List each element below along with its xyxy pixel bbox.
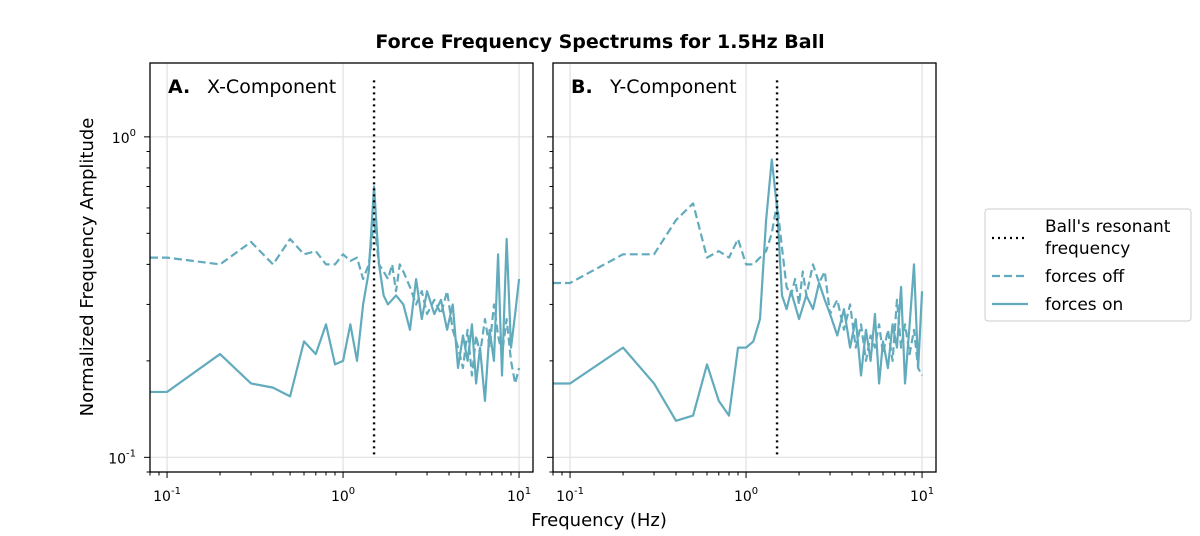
legend-item-forces-off: forces off: [992, 267, 1125, 287]
x-tick-label-a-0: 10-1: [153, 486, 181, 505]
legend-item-forces-on: forces on: [992, 295, 1123, 315]
panel-b: 10-1 100 101 B. Y-Component: [547, 62, 937, 505]
legend-label-resonant-line2: frequency: [1045, 239, 1130, 259]
chart-title: Force Frequency Spectrums for 1.5Hz Ball: [375, 31, 824, 53]
plot-frame-b: [552, 62, 937, 473]
plot-frame-a: [149, 62, 534, 473]
x-tick-label-b-1: 100: [734, 486, 758, 505]
series-a-forces-on: [150, 185, 521, 402]
y-tick-label-1: 10-1: [108, 448, 136, 467]
panel-subtitle-a: X-Component: [207, 76, 336, 98]
y-axis-label: Normalized Frequency Amplitude: [77, 118, 98, 417]
x-tick-label-b-0: 10-1: [556, 486, 584, 505]
x-tick-label-a-1: 100: [331, 486, 355, 505]
legend-item-resonant: Ball's resonant frequency: [992, 217, 1171, 259]
legend: Ball's resonant frequency forces off for…: [984, 208, 1192, 322]
panel-subtitle-b: Y-Component: [609, 76, 737, 98]
legend-label-forces-off: forces off: [1045, 267, 1125, 287]
x-tick-label-a-2: 101: [507, 486, 531, 505]
legend-label-forces-on: forces on: [1045, 295, 1123, 315]
legend-label-resonant-line1: Ball's resonant: [1045, 217, 1171, 237]
y-tick-label-0: 100: [112, 128, 136, 147]
series-b-forces-on: [553, 158, 924, 422]
x-axis-label: Frequency (Hz): [531, 510, 667, 531]
x-tick-label-b-2: 101: [910, 486, 934, 505]
panel-letter-b: B.: [571, 76, 593, 98]
legend-frame: [984, 208, 1192, 322]
panel-a: 10-1 100 101 100 10-1 A. X-Component: [108, 62, 534, 505]
panel-letter-a: A.: [168, 76, 190, 98]
series-a-forces-off: [150, 218, 521, 385]
